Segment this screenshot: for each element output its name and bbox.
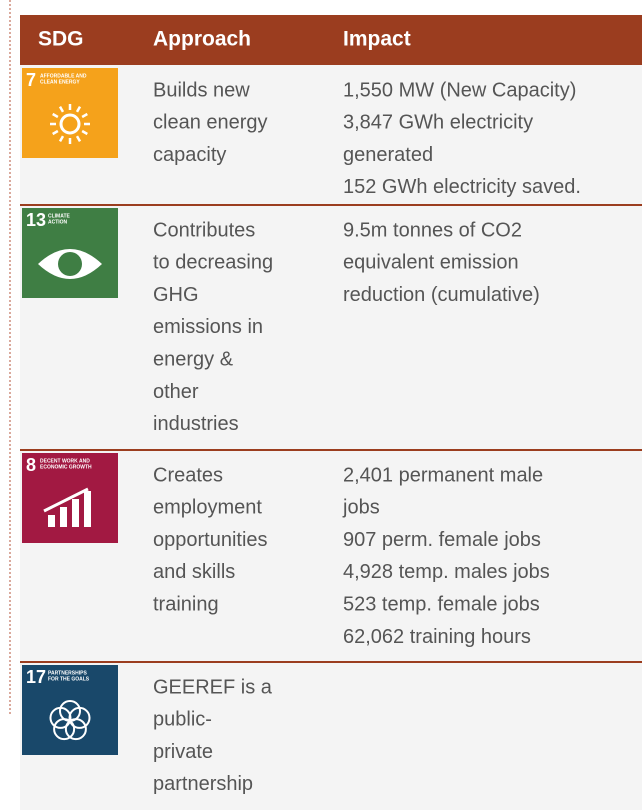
impact-line: 4,928 temp. males jobs xyxy=(343,561,550,583)
row-bg xyxy=(20,662,642,810)
impact-line: equivalent emission xyxy=(343,252,519,274)
sdg-label: FOR THE GOALS xyxy=(48,676,90,682)
row-bg xyxy=(20,205,642,450)
impact-line: reduction (cumulative) xyxy=(343,284,540,306)
arrow-icon xyxy=(43,487,89,513)
ring-icon xyxy=(49,706,72,729)
sdg-label: ECONOMIC GROWTH xyxy=(40,464,92,470)
approach-line: clean energy xyxy=(153,112,268,134)
header-cell: Impact xyxy=(343,28,411,51)
row-bg xyxy=(20,450,642,662)
approach-line: other xyxy=(153,381,199,403)
bar-icon xyxy=(84,491,91,527)
header-cell: Approach xyxy=(153,28,251,51)
bar-icon xyxy=(72,499,79,527)
sun-ray xyxy=(75,135,82,142)
sdg-label: CLEAN ENERGY xyxy=(40,79,80,85)
sdg-number: 17 xyxy=(26,667,46,687)
ring-icon xyxy=(53,718,76,741)
impact-line: 152 GWh electricity saved. xyxy=(343,176,581,198)
sdg-number: 7 xyxy=(26,70,36,90)
sun-ray xyxy=(58,135,65,142)
sun-ray xyxy=(58,106,65,113)
approach-line: private xyxy=(153,741,213,763)
sdg-label: CLIMATE xyxy=(48,213,71,219)
row-bg xyxy=(20,65,642,205)
sdg-label: DECENT WORK AND xyxy=(40,458,90,464)
approach-line: GHG xyxy=(153,284,199,306)
impact-line: 3,847 GWh electricity xyxy=(343,112,533,134)
approach-line: opportunities xyxy=(153,529,268,551)
bar-icon xyxy=(60,507,67,527)
impact-line: 2,401 permanent male xyxy=(343,464,543,486)
approach-line: employment xyxy=(153,497,262,519)
sdg-label: ACTION xyxy=(48,219,68,225)
approach-line: emissions in xyxy=(153,316,263,338)
sun-ray xyxy=(52,112,59,119)
approach-line: Creates xyxy=(153,464,223,486)
globe-icon xyxy=(58,252,82,276)
sun-ray xyxy=(81,129,88,136)
sdg-icon xyxy=(22,665,118,755)
sdg-number: 13 xyxy=(26,210,46,230)
approach-line: Contributes xyxy=(153,219,255,241)
approach-line: industries xyxy=(153,413,239,435)
sdg-label: AFFORDABLE AND xyxy=(40,73,87,79)
sun-ray xyxy=(52,129,59,136)
approach-line: training xyxy=(153,593,219,615)
header-bar xyxy=(20,15,642,65)
sdg-number: 8 xyxy=(26,455,36,475)
ring-icon xyxy=(64,718,87,741)
approach-line: Builds new xyxy=(153,79,250,101)
impact-line: 62,062 training hours xyxy=(343,626,531,648)
header-cell: SDG xyxy=(38,28,84,51)
impact-line: 9.5m tonnes of CO2 xyxy=(343,219,522,241)
sdg-label: PARTNERSHIPS xyxy=(48,670,87,676)
sun-ray xyxy=(81,112,88,119)
approach-line: public- xyxy=(153,709,212,731)
sun-icon xyxy=(59,113,81,135)
approach-line: partnership xyxy=(153,773,253,795)
sun-ray xyxy=(75,106,82,113)
approach-line: energy & xyxy=(153,348,234,370)
impact-line: 1,550 MW (New Capacity) xyxy=(343,79,576,101)
impact-line: 523 temp. female jobs xyxy=(343,593,540,615)
bar-icon xyxy=(48,515,55,527)
approach-line: to decreasing xyxy=(153,252,273,274)
approach-line: capacity xyxy=(153,144,226,166)
approach-line: GEEREF is a xyxy=(153,676,273,698)
impact-line: 907 perm. female jobs xyxy=(343,529,541,551)
impact-line: jobs xyxy=(342,497,380,519)
approach-line: and skills xyxy=(153,561,235,583)
impact-line: generated xyxy=(343,144,433,166)
